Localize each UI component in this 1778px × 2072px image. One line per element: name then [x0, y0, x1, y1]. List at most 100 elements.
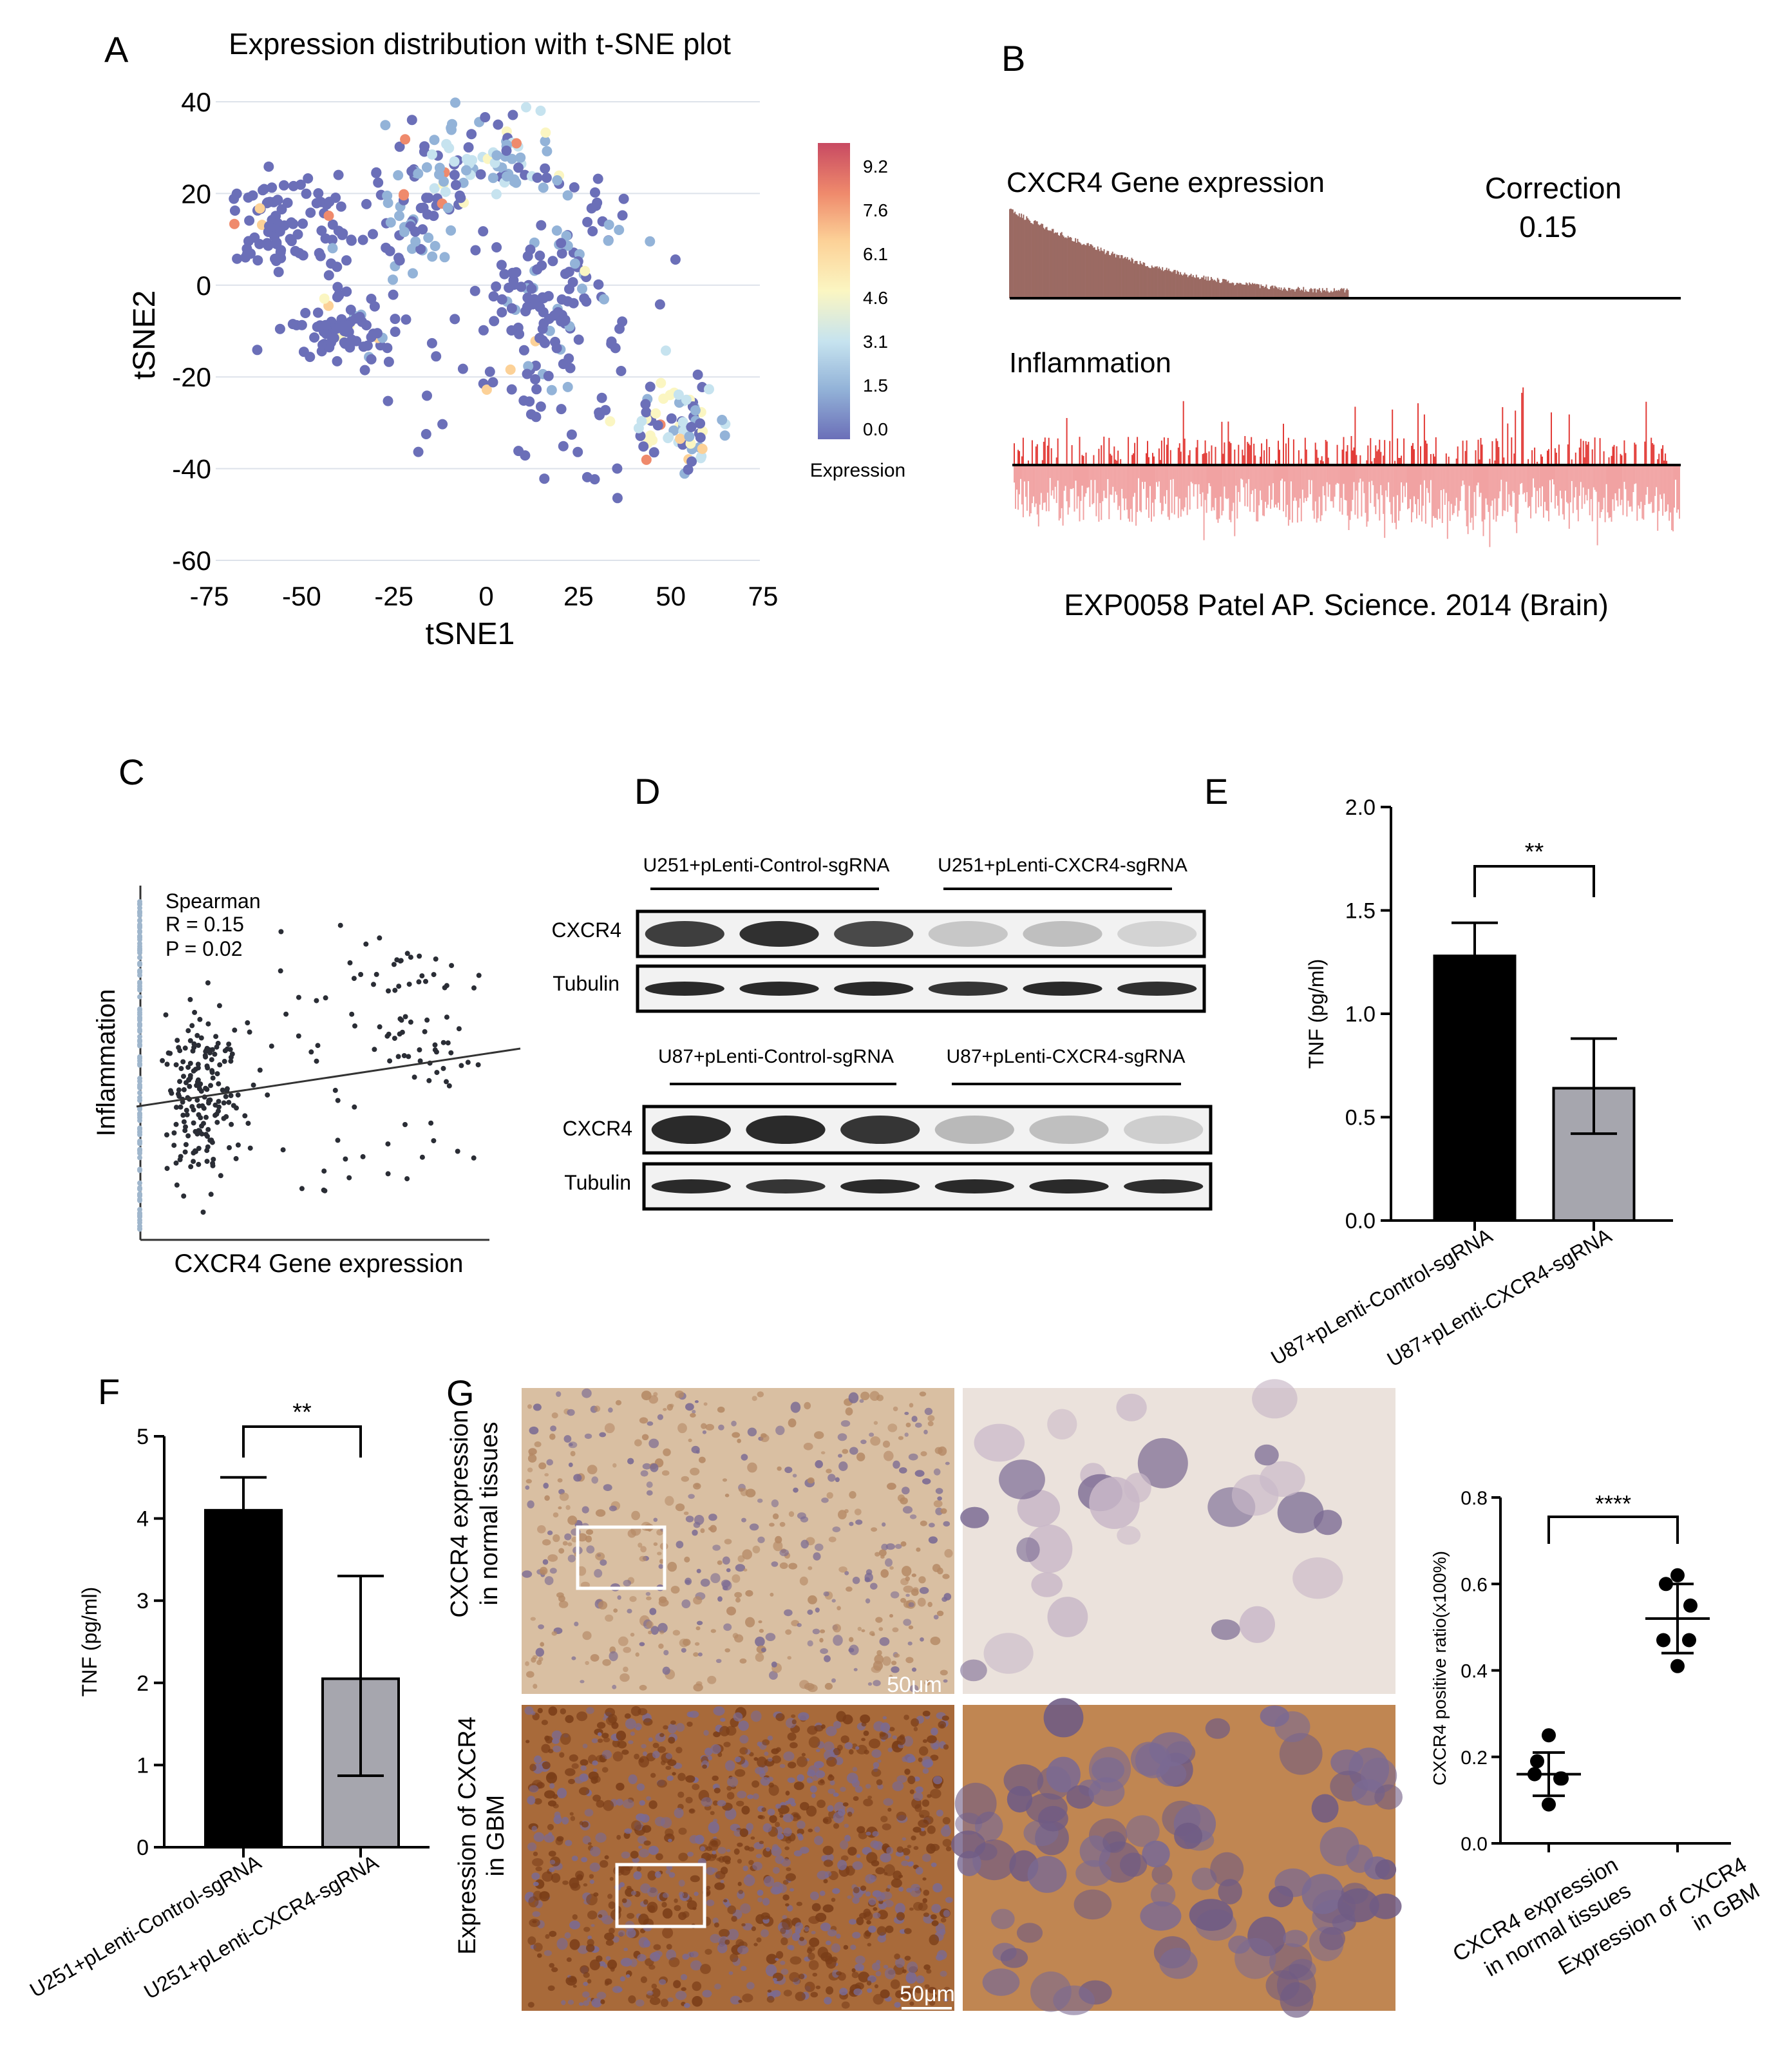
cell — [720, 1867, 728, 1875]
cell — [700, 1579, 710, 1587]
cell — [826, 1492, 833, 1499]
cell — [746, 1823, 753, 1831]
tsne-point — [400, 134, 411, 145]
cell — [932, 1743, 939, 1750]
tsne-xtick: 75 — [748, 581, 779, 611]
tsne-point — [346, 334, 357, 345]
cell — [919, 1587, 929, 1594]
cell — [731, 1420, 737, 1427]
cell — [714, 1922, 719, 1928]
tsne-point — [521, 102, 531, 113]
cell — [860, 1440, 867, 1445]
cell — [1231, 1474, 1279, 1516]
cell — [904, 1769, 911, 1775]
cell — [576, 1711, 588, 1722]
cell — [757, 1498, 763, 1503]
tsne-point — [681, 394, 692, 405]
cell — [922, 1799, 930, 1807]
c-point — [419, 973, 425, 979]
cell — [553, 1794, 558, 1800]
c-point — [211, 1157, 216, 1162]
cell — [647, 1990, 654, 1996]
cell — [690, 1467, 700, 1476]
tsne-point — [697, 443, 708, 454]
significance-bracket — [1547, 1516, 1679, 1544]
cell — [741, 1454, 748, 1461]
cell — [892, 1627, 899, 1633]
cell — [647, 1887, 658, 1897]
cell — [757, 1391, 764, 1398]
d-row-label-tubulin-bottom: Tubulin — [564, 1171, 631, 1194]
data-point — [1682, 1633, 1696, 1648]
tsne-point — [232, 253, 243, 264]
cell — [710, 1934, 721, 1943]
tsne-point — [614, 225, 625, 235]
cell — [632, 1857, 640, 1863]
c-point — [459, 1063, 464, 1069]
cell — [914, 1987, 923, 1993]
cell — [878, 1549, 887, 1557]
cell — [660, 1999, 668, 2008]
cell — [651, 1983, 657, 1989]
cell — [694, 1834, 705, 1845]
y-axis-label: TNF (pg/ml) — [1305, 959, 1328, 1069]
cell — [922, 1768, 929, 1774]
cell — [634, 1753, 639, 1760]
panel-letter-e: E — [1204, 771, 1228, 812]
c-point — [234, 1105, 239, 1111]
c-point — [218, 1173, 223, 1179]
cell — [775, 1713, 785, 1722]
colorbar-tick: 4.6 — [863, 288, 888, 308]
cell — [863, 1798, 873, 1807]
c-point — [175, 1038, 180, 1043]
cell — [762, 1739, 770, 1745]
cell — [639, 1758, 645, 1763]
cell — [866, 1920, 871, 1925]
cell — [620, 1957, 632, 1967]
cell — [549, 1433, 556, 1440]
cell — [738, 1720, 749, 1731]
cell — [670, 1586, 680, 1594]
cell — [549, 1859, 556, 1865]
cell — [677, 1423, 687, 1434]
cell — [736, 1800, 744, 1807]
cell — [534, 1755, 542, 1763]
cell — [537, 1953, 542, 1958]
cell — [806, 1948, 813, 1954]
c-point — [242, 1113, 248, 1119]
tsne-point — [249, 232, 260, 243]
tsne-point — [254, 203, 265, 214]
cell — [539, 1891, 550, 1899]
tsne-point — [303, 173, 314, 184]
c-point — [178, 1066, 184, 1071]
cell — [665, 1753, 673, 1760]
c-point — [164, 1132, 169, 1137]
cell — [768, 1782, 774, 1788]
cell — [905, 1576, 911, 1582]
cell — [559, 1492, 569, 1501]
cell — [624, 1828, 632, 1834]
cell — [1346, 1844, 1374, 1873]
tsne-point — [572, 446, 583, 457]
cell — [785, 1903, 790, 1906]
cell — [1142, 1840, 1170, 1868]
c-point — [175, 1091, 181, 1097]
cell — [648, 1737, 653, 1742]
tsne-point — [719, 430, 730, 441]
c-point — [194, 1098, 200, 1103]
cell — [587, 1935, 592, 1940]
cell — [589, 1879, 594, 1885]
cell — [884, 1450, 894, 1461]
c-point — [432, 1042, 438, 1048]
cell — [871, 1769, 882, 1777]
cell — [891, 1660, 897, 1666]
tsne-point — [502, 171, 513, 182]
c-point — [196, 1146, 202, 1151]
cell — [889, 1675, 893, 1680]
cell — [797, 1815, 802, 1820]
cell — [759, 1840, 764, 1845]
cell — [527, 1842, 537, 1852]
tsne-point — [690, 405, 701, 416]
c-point — [228, 1093, 234, 1098]
cell — [849, 1447, 858, 1455]
